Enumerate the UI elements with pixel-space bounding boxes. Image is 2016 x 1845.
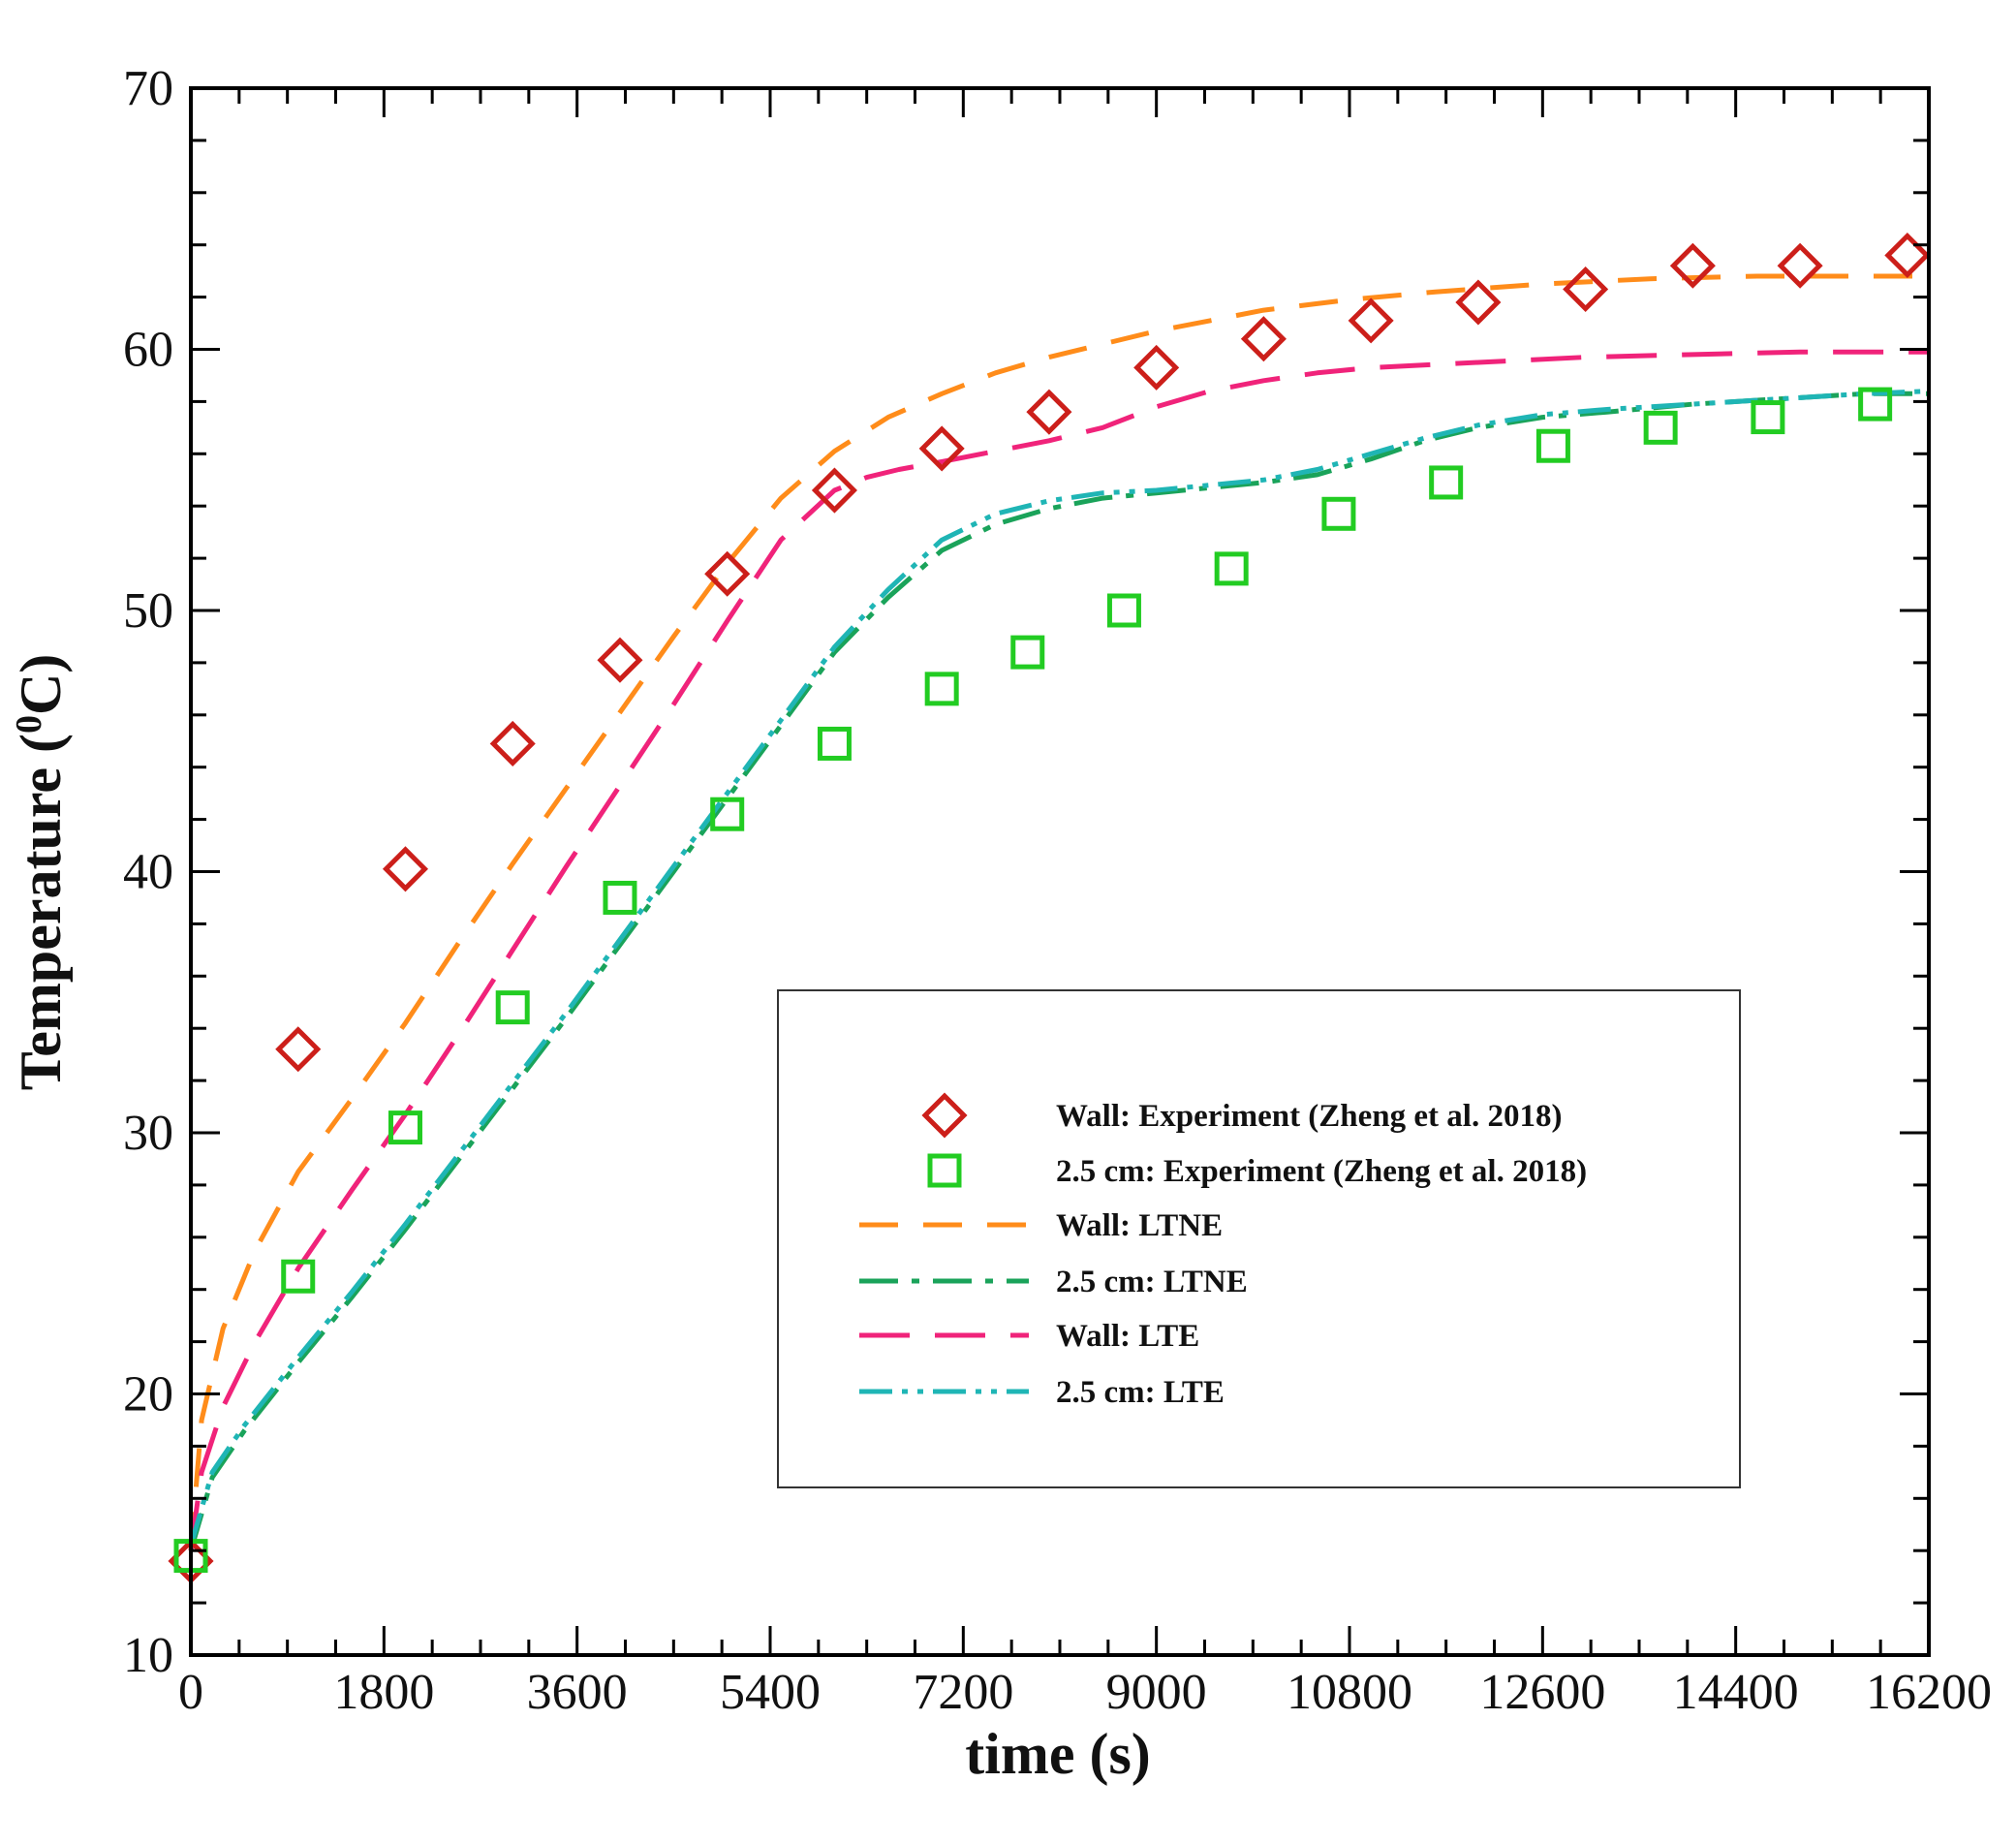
x-tick-label: 5400 <box>720 1665 821 1720</box>
y-axis-title-unit: C) <box>9 654 73 715</box>
data-point-square <box>495 990 530 1025</box>
legend-label: 2.5 cm: LTE <box>1056 1375 1225 1410</box>
data-point-diamond <box>1777 242 1823 289</box>
y-tick-label: 60 <box>123 323 173 378</box>
data-point-diamond <box>1348 297 1394 344</box>
legend-label: 2.5 cm: LTNE <box>1056 1265 1248 1299</box>
legend-label: Wall: LTNE <box>1056 1208 1223 1243</box>
x-tick-label: 10800 <box>1287 1665 1412 1720</box>
legend: Wall: Experiment (Zheng et al. 2018) 2.5 … <box>777 989 1741 1488</box>
data-point-square <box>1751 400 1785 435</box>
data-point-square <box>1643 410 1678 445</box>
series-layer <box>168 232 1931 1584</box>
x-tick-label: 14400 <box>1673 1665 1799 1720</box>
data-point-diamond <box>382 846 429 892</box>
data-point-diamond <box>918 425 965 472</box>
legend-label: Wall: Experiment (Zheng et al. 2018) <box>1056 1099 1562 1134</box>
data-point-diamond <box>1455 279 1502 326</box>
legend-box <box>777 989 1741 1488</box>
data-point-diamond <box>597 637 643 683</box>
y-tick-label: 40 <box>123 845 173 900</box>
data-point-square <box>281 1259 316 1294</box>
y-tick-label: 50 <box>123 583 173 639</box>
data-point-square <box>817 726 852 761</box>
data-point-diamond <box>1026 389 1072 435</box>
data-point-square <box>1010 635 1045 670</box>
x-tick-label: 0 <box>178 1665 203 1720</box>
data-point-diamond <box>704 550 751 597</box>
y-axis-title: Temperature (0C) <box>9 654 73 1091</box>
x-tick-label: 3600 <box>527 1665 628 1720</box>
series-line-2-5-cm-lte <box>188 389 1930 1547</box>
data-point-diamond <box>1240 316 1287 362</box>
x-tick-label: 16200 <box>1866 1665 1992 1720</box>
series-line-wall-lte <box>188 349 1929 1551</box>
data-point-square <box>924 672 959 706</box>
data-point-square <box>1535 428 1570 463</box>
y-axis-title-superscript: 0 <box>9 715 49 734</box>
data-point-diamond <box>811 467 857 514</box>
data-point-diamond <box>489 720 536 766</box>
series-line-wall-ltne <box>188 273 1929 1551</box>
legend-marker-diamond <box>921 1092 968 1139</box>
y-tick-label: 10 <box>123 1628 173 1683</box>
data-point-square <box>1214 551 1249 586</box>
data-point-square <box>603 880 637 915</box>
data-point-square <box>388 1110 422 1145</box>
data-point-diamond <box>1884 232 1931 279</box>
x-tick-label: 7200 <box>913 1665 1013 1720</box>
legend-marker-square <box>927 1153 962 1188</box>
data-point-diamond <box>275 1026 322 1073</box>
x-axis-title: time (s) <box>965 1722 1151 1786</box>
x-tick-label: 12600 <box>1479 1665 1605 1720</box>
legend-label: 2.5 cm: Experiment (Zheng et al. 2018) <box>1056 1154 1587 1189</box>
data-point-square <box>1106 593 1141 628</box>
ticks-layer: 0 1800 3600 5400 7200 9000 10800 12600 14400 1620… <box>123 61 1992 1720</box>
data-point-square <box>1858 387 1893 422</box>
data-point-square <box>1321 496 1356 531</box>
y-axis-title-main: Temperature ( <box>9 734 73 1090</box>
y-tick-label: 30 <box>123 1106 173 1161</box>
data-point-square <box>710 797 745 831</box>
legend-items: Wall: Experiment (Zheng et al. 2018) 2.5 … <box>859 1092 1587 1410</box>
series-line-2-5-cm-ltne <box>188 391 1929 1551</box>
data-point-diamond <box>1669 242 1716 289</box>
legend-label: Wall: LTE <box>1056 1319 1199 1354</box>
x-tick-label: 1800 <box>333 1665 434 1720</box>
x-tick-label: 9000 <box>1106 1665 1207 1720</box>
data-point-square <box>1429 465 1464 500</box>
y-tick-label: 70 <box>123 61 173 116</box>
data-point-diamond <box>1133 344 1180 391</box>
data-point-diamond <box>1563 266 1609 313</box>
y-tick-label: 20 <box>123 1367 173 1423</box>
